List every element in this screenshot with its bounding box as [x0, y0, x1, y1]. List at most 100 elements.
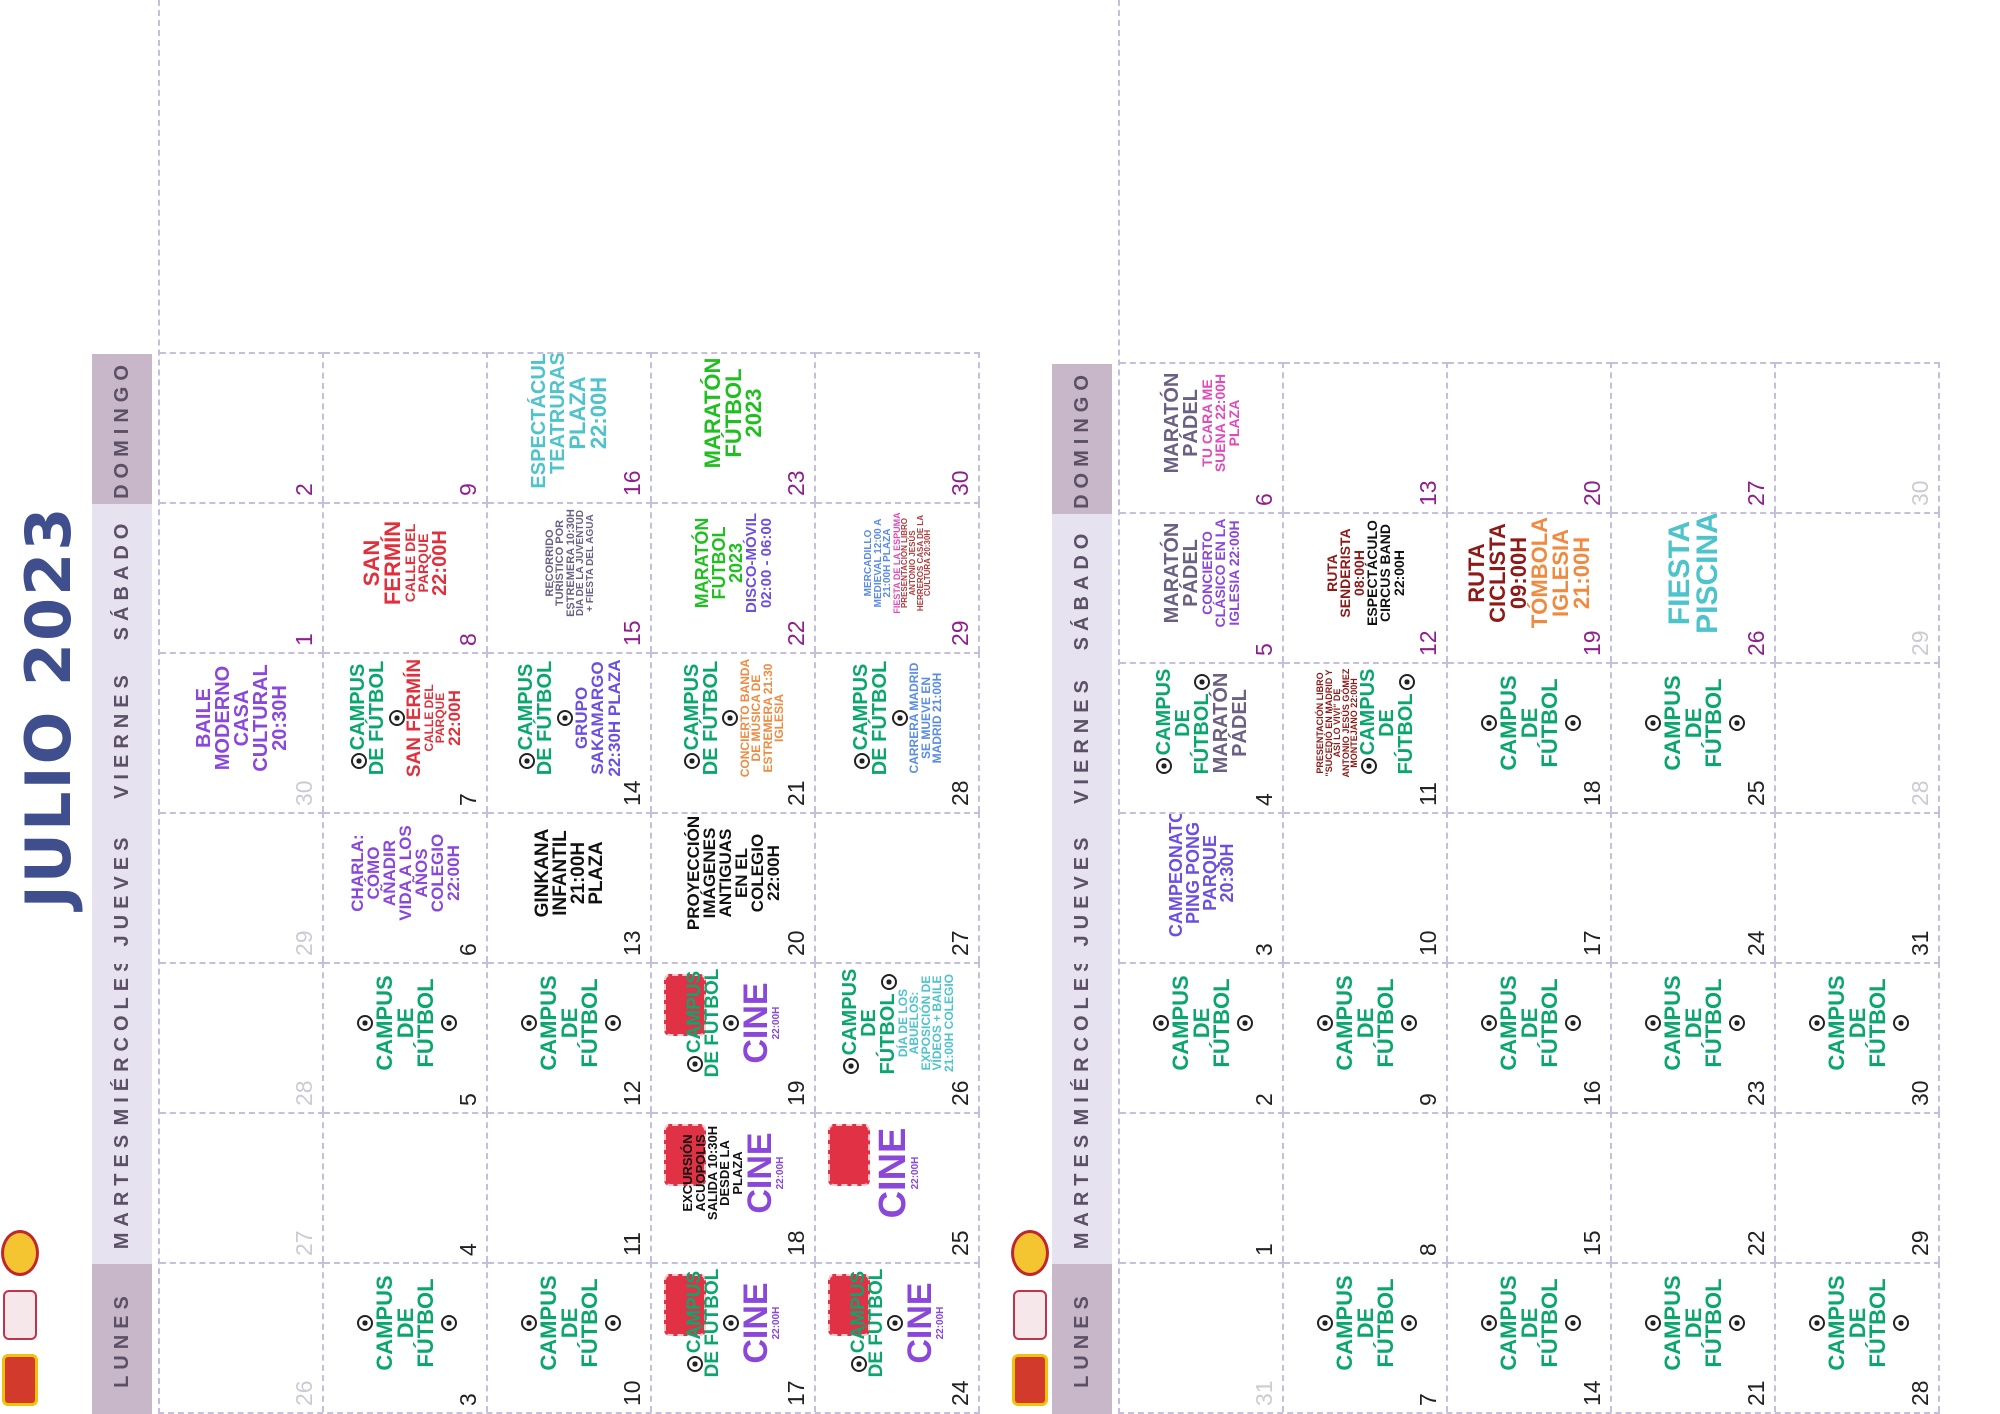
event-label: GINKANA INFANTIL 21:00H PLAZA — [531, 828, 608, 918]
event-text: CAMPEONATO PING PONG PARQUE 20:30H — [1165, 812, 1238, 938]
weekday-0: LUNES — [1052, 1264, 1112, 1414]
event-label: PRESENTACIÓN LIBRO ANTONIO JESÚS HERRERO… — [900, 514, 933, 612]
football-icon — [1808, 1015, 1825, 1031]
event-text: CAMPUS DE FÚTBOL — [1314, 968, 1418, 1078]
event-text: CAMPUS DE FÚTBOL — [1478, 668, 1582, 778]
day-number: 14 — [619, 780, 645, 806]
event-label: CINE — [740, 1132, 779, 1214]
football-icon — [1400, 1315, 1417, 1331]
day-cell: 3 CAMPUS DE FÚTBOL — [324, 1262, 488, 1412]
event-block: ESPECTÁCULO TEATRURAS PLAZA 22:00H — [496, 352, 644, 489]
calendar-right: LUNES MARTES MIÉRCOLES JUEVES VIERNES SÁBADO D… — [1010, 0, 2000, 1414]
day-cell: 17 CAMPUS DE FÚTBOL CINE 22:00H — [652, 1262, 816, 1412]
event-label: CAMPUS DE FÚTBOL — [1331, 975, 1399, 1071]
day-number: 2 — [291, 483, 317, 496]
event-block: CAMPUS DE FÚTBOL — [332, 1268, 480, 1378]
day-number: 1 — [1251, 1243, 1277, 1256]
day-cell: 1 — [1120, 1112, 1284, 1262]
event-text: 22:00H — [935, 1307, 946, 1340]
day-number: 22 — [783, 620, 809, 646]
football-icon — [684, 753, 701, 770]
football-icon — [350, 753, 367, 770]
football-icon — [851, 1356, 868, 1373]
event-label: 22:00H — [910, 1156, 922, 1190]
event-text: SAN FERMÍN — [359, 508, 405, 618]
event-label: TÓMBOLA IGLESIA 21:00H — [1527, 516, 1594, 629]
day-number: 17 — [783, 1380, 809, 1406]
event-text: 22:00H — [775, 1156, 787, 1190]
day-number: 29 — [291, 930, 317, 956]
day-cell: 28 CAMPUS DE FÚTBOL — [1776, 1262, 1940, 1412]
event-text: EXCURSIÓN ACUOPOLIS SALIDA 10:30H DESDE … — [680, 1118, 744, 1228]
day-cell: 29 MERCADILLO MEDIEVAL 12:00 A 21:00H PLA… — [816, 502, 980, 652]
day-number: 30 — [1907, 480, 1933, 506]
day-number: 4 — [455, 1243, 481, 1256]
civil-protection-logo — [1011, 1230, 1049, 1276]
day-cell: 11 PRESENTACIÓN LIBRO "SUCEDIÓ EN MADRID … — [1284, 662, 1448, 812]
event-label: CINE — [737, 982, 776, 1064]
day-number: 27 — [1743, 480, 1769, 506]
football-icon — [1316, 1315, 1333, 1331]
event-block: RUTA SENDERISTA 08:00H ESPECTÁCULO CIRCUS… — [1292, 518, 1440, 628]
event-label: BAILE MODERNO CASA CULTURAL 20:30H — [192, 664, 291, 772]
event-text: FIESTA PISCINA — [1663, 512, 1725, 634]
weekday-2: MIÉRCOLES — [1052, 953, 1112, 1125]
day-number: 19 — [783, 1080, 809, 1106]
event-block: RUTA CICLISTA 09:00H TÓMBOLA IGLESIA 21:0… — [1456, 516, 1604, 629]
event-label: CAMPEONATO PING PONG PARQUE 20:30H — [1165, 812, 1238, 938]
day-number: 10 — [619, 1380, 645, 1406]
event-text: CAMPUS DE FÚTBOL — [1642, 668, 1746, 778]
event-block: CAMPEONATO PING PONG PARQUE 20:30H — [1128, 812, 1276, 937]
day-number: 23 — [1743, 1080, 1769, 1106]
event-text: CAMPUS DE FÚTBOL — [515, 658, 574, 778]
event-text: CAMPUS DE FÚTBOL — [518, 968, 622, 1078]
week-row: 26 27 28 29 30 BAILE MODERNO CASA CULTURAL 20… — [160, 0, 324, 1412]
weekday-6: DOMINGO — [92, 354, 152, 504]
event-block: MARATÓN PÁDEL CONCIERTO CLÁSICO EN LA IGL… — [1128, 518, 1276, 628]
event-label: CAMPUS DE FÚTBOL — [1823, 1275, 1891, 1371]
day-cell: 31 — [1776, 812, 1940, 962]
day-cell: 26 — [160, 1262, 324, 1412]
event-label: CAMPUS DE FÚTBOL — [535, 975, 603, 1071]
event-text: 22:00H — [771, 1307, 782, 1340]
day-cell: 18 EXCURSIÓN ACUOPOLIS SALIDA 10:30H DESD… — [652, 1112, 816, 1262]
day-cell: 27 — [1612, 362, 1776, 512]
calendar-header — [1010, 0, 1050, 1414]
day-number: 19 — [1579, 630, 1605, 656]
football-icon — [687, 1356, 704, 1373]
football-icon — [1564, 1315, 1581, 1331]
day-cell: 25 CAMPUS DE FÚTBOL — [1612, 662, 1776, 812]
day-cell: 23 MARATÓN FÚTBOL 2023 — [652, 352, 816, 502]
event-text: MARATÓN PÁDEL — [1209, 668, 1251, 778]
coat-of-arms-logo — [1012, 1354, 1048, 1406]
event-block: CAMPUS DE FÚTBOL — [1620, 968, 1768, 1078]
event-text: CHARLA: CÓMO AÑADIR VIDA A LOS AÑOS COLE… — [348, 818, 464, 928]
day-number: 5 — [1251, 643, 1277, 656]
day-number: 14 — [1579, 1380, 1605, 1406]
day-cell: 27 — [816, 812, 980, 962]
event-block: CINE 22:00H — [824, 1118, 972, 1228]
day-cell: 10 CAMPUS DE FÚTBOL — [488, 1262, 652, 1412]
day-number: 28 — [947, 780, 973, 806]
week-row: 21 CAMPUS DE FÚTBOL 22 23 CAMPUS DE FÚTBOL 24… — [1612, 0, 1776, 1412]
day-cell: 17 — [1448, 812, 1612, 962]
event-block: EXCURSIÓN ACUOPOLIS SALIDA 10:30H DESDE … — [660, 1118, 808, 1228]
football-icon — [1728, 715, 1745, 731]
event-block: CAMPUS DE FÚTBOL — [1620, 668, 1768, 778]
day-number: 13 — [1415, 480, 1441, 506]
event-block: PRESENTACIÓN LIBRO "SUCEDIÓ EN MADRID Y … — [1292, 668, 1440, 778]
day-number: 25 — [1743, 780, 1769, 806]
day-cell: 31 — [1120, 1262, 1284, 1412]
event-text: TÓMBOLA IGLESIA 21:00H — [1527, 516, 1594, 629]
event-label: CAMPUS DE FÚTBOL — [371, 1275, 439, 1371]
football-icon — [1360, 758, 1377, 775]
event-label: CAMPUS DE FÚTBOL — [1823, 975, 1891, 1071]
day-cell: 7 CAMPUS DE FÚTBOL — [1284, 1262, 1448, 1412]
event-text: CAMPUS DE FÚTBOL — [681, 658, 740, 778]
day-cell: 30 CAMPUS DE FÚTBOL — [1776, 962, 1940, 1112]
event-label: MARATÓN PÁDEL — [1209, 672, 1251, 774]
football-icon — [1156, 758, 1173, 775]
event-text: CAMPUS DE FÚTBOL — [1642, 968, 1746, 1078]
event-label: 22:00H — [444, 690, 464, 746]
event-label: 22:00H — [775, 1156, 787, 1190]
